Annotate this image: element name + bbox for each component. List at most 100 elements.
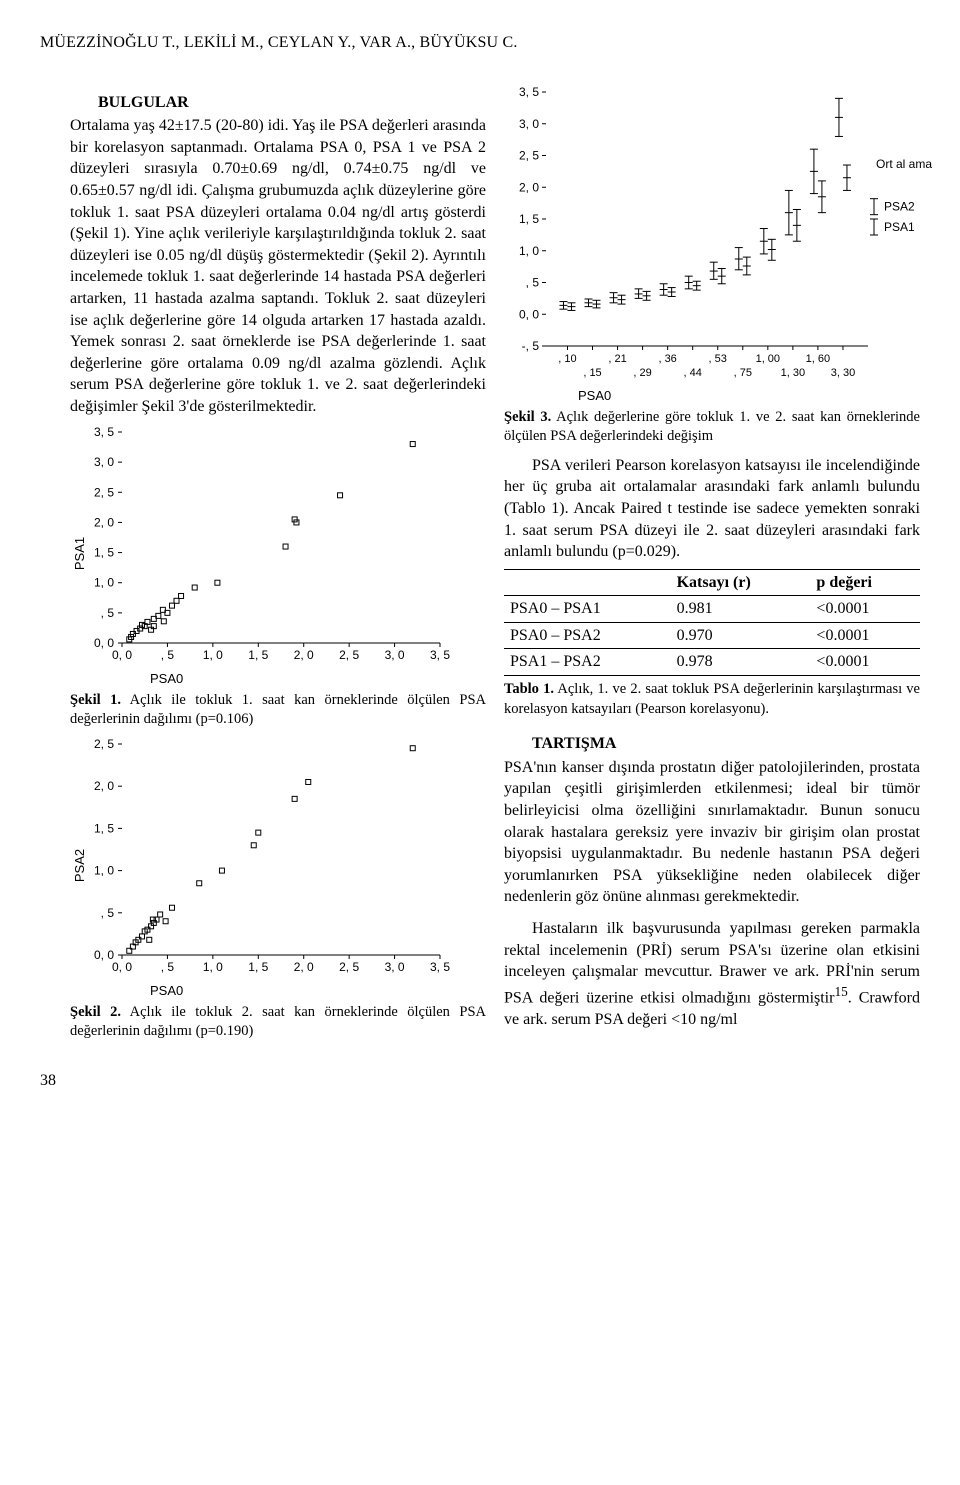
svg-text:PSA0: PSA0: [150, 983, 183, 998]
svg-text:1, 5: 1, 5: [248, 960, 268, 974]
svg-text:2, 0: 2, 0: [94, 515, 114, 529]
svg-text:1, 60: 1, 60: [806, 353, 830, 365]
svg-text:0, 0: 0, 0: [519, 307, 539, 321]
svg-text:, 53: , 53: [709, 353, 727, 365]
svg-text:3, 5: 3, 5: [430, 960, 450, 974]
svg-text:3, 0: 3, 0: [385, 960, 405, 974]
right-paragraph-3: Hastaların ilk başvurusunda yapılması ge…: [504, 918, 920, 1030]
table-1-caption-text: Açlık, 1. ve 2. saat tokluk PSA değerler…: [504, 681, 920, 717]
svg-text:3, 0: 3, 0: [519, 116, 539, 130]
table-cell: PSA0 – PSA2: [504, 622, 671, 649]
svg-text:1, 5: 1, 5: [94, 821, 114, 835]
table-1-caption: Tablo 1. Açlık, 1. ve 2. saat tokluk PSA…: [504, 680, 920, 719]
svg-text:1, 30: 1, 30: [781, 367, 805, 379]
figure-3: -, 5 0, 0 , 5 1, 0 1, 5 2, 0 2, 5 3, 0 3, 5 , 10,…: [504, 86, 920, 406]
svg-text:, 5: , 5: [101, 905, 115, 919]
svg-text:2, 5: 2, 5: [339, 648, 359, 662]
svg-text:3, 30: 3, 30: [831, 367, 855, 379]
figure-1: 0, 0, 51, 01, 52, 02, 53, 03, 50, 0, 51,…: [70, 424, 486, 689]
svg-text:PSA1: PSA1: [72, 536, 87, 569]
figure-3-caption-bold: Şekil 3.: [504, 409, 551, 425]
svg-text:, 36: , 36: [658, 353, 676, 365]
table-row: PSA1 – PSA20.978<0.0001: [504, 649, 920, 676]
svg-text:, 44: , 44: [684, 367, 702, 379]
page-number: 38: [40, 1070, 920, 1092]
correlation-table: Katsayı (r) p değeri PSA0 – PSA10.981<0.…: [504, 569, 920, 676]
right-paragraph-3-sup: 15: [834, 984, 847, 999]
svg-text:2, 0: 2, 0: [294, 648, 314, 662]
table-cell: 0.970: [671, 622, 811, 649]
figure-1-caption-bold: Şekil 1.: [70, 692, 121, 708]
right-paragraph-2: PSA'nın kanser dışında prostatın diğer p…: [504, 757, 920, 908]
table-header-katsayi: Katsayı (r): [671, 569, 811, 596]
section-title-bulgular: BULGULAR: [70, 92, 486, 114]
svg-text:2, 5: 2, 5: [339, 960, 359, 974]
right-paragraph-1: PSA verileri Pearson korelasyon katsayıs…: [504, 455, 920, 563]
figure-3-caption: Şekil 3. Açlık değerlerine göre tokluk 1…: [504, 408, 920, 447]
svg-text:1, 5: 1, 5: [94, 545, 114, 559]
table-cell: PSA0 – PSA1: [504, 596, 671, 623]
svg-text:, 5: , 5: [161, 960, 175, 974]
table-header-row: Katsayı (r) p değeri: [504, 569, 920, 596]
right-column: -, 50, 0, 51, 01, 52, 02, 53, 03, 5, 10,…: [504, 92, 920, 1042]
figure-3-caption-text: Açlık değerlerine göre tokluk 1. ve 2. s…: [504, 409, 920, 445]
svg-text:0, 0: 0, 0: [112, 648, 132, 662]
svg-text:, 5: , 5: [526, 275, 540, 289]
svg-text:2, 5: 2, 5: [519, 148, 539, 162]
svg-text:PSA0: PSA0: [578, 388, 611, 403]
svg-text:3, 5: 3, 5: [94, 425, 114, 439]
table-row: PSA0 – PSA20.970<0.0001: [504, 622, 920, 649]
svg-text:3, 0: 3, 0: [385, 648, 405, 662]
svg-text:, 5: , 5: [161, 648, 175, 662]
table-cell: <0.0001: [810, 596, 920, 623]
figure-2-caption-text: Açlık ile tokluk 2. saat kan örneklerind…: [70, 1004, 486, 1040]
svg-text:, 10: , 10: [558, 353, 576, 365]
svg-text:3, 0: 3, 0: [94, 455, 114, 469]
svg-text:Ort al ama: Ort al ama: [876, 157, 932, 171]
table-cell: 0.981: [671, 596, 811, 623]
svg-text:2, 0: 2, 0: [294, 960, 314, 974]
figure-1-caption-text: Açlık ile tokluk 1. saat kan örneklerind…: [70, 692, 486, 728]
svg-text:1, 0: 1, 0: [203, 648, 223, 662]
svg-text:3, 5: 3, 5: [430, 648, 450, 662]
svg-text:1, 5: 1, 5: [519, 212, 539, 226]
table-cell: 0.978: [671, 649, 811, 676]
svg-text:2, 0: 2, 0: [519, 180, 539, 194]
svg-text:3, 5: 3, 5: [519, 86, 539, 99]
table-row: PSA0 – PSA10.981<0.0001: [504, 596, 920, 623]
table-1-caption-bold: Tablo 1.: [504, 681, 554, 697]
table-cell: <0.0001: [810, 649, 920, 676]
svg-text:PSA1: PSA1: [884, 220, 915, 234]
svg-text:, 5: , 5: [101, 605, 115, 619]
svg-text:0, 0: 0, 0: [112, 960, 132, 974]
svg-text:, 21: , 21: [608, 353, 626, 365]
bulgular-paragraph: Ortalama yaş 42±17.5 (20-80) idi. Yaş il…: [70, 115, 486, 417]
svg-text:1, 00: 1, 00: [756, 353, 780, 365]
svg-text:-, 5: -, 5: [522, 339, 540, 353]
left-column: BULGULAR Ortalama yaş 42±17.5 (20-80) id…: [40, 92, 486, 1042]
table-cell: PSA1 – PSA2: [504, 649, 671, 676]
svg-text:, 15: , 15: [583, 367, 601, 379]
svg-text:, 29: , 29: [633, 367, 651, 379]
svg-text:1, 0: 1, 0: [519, 243, 539, 257]
svg-text:2, 5: 2, 5: [94, 737, 114, 751]
table-cell: <0.0001: [810, 622, 920, 649]
table-header-empty: [504, 569, 671, 596]
svg-text:2, 5: 2, 5: [94, 485, 114, 499]
figure-1-caption: Şekil 1. Açlık ile tokluk 1. saat kan ör…: [70, 691, 486, 730]
header-authors: MÜEZZİNOĞLU T., LEKİLİ M., CEYLAN Y., VA…: [40, 32, 920, 54]
section-title-tartisma: TARTIŞMA: [504, 733, 920, 755]
figure-2-caption: Şekil 2. Açlık ile tokluk 2. saat kan ör…: [70, 1003, 486, 1042]
svg-text:1, 5: 1, 5: [248, 648, 268, 662]
svg-text:, 75: , 75: [734, 367, 752, 379]
svg-text:1, 0: 1, 0: [94, 575, 114, 589]
svg-text:PSA0: PSA0: [150, 671, 183, 686]
svg-text:PSA2: PSA2: [884, 199, 915, 213]
svg-text:1, 0: 1, 0: [203, 960, 223, 974]
table-header-pdegeri: p değeri: [810, 569, 920, 596]
svg-text:1, 0: 1, 0: [94, 863, 114, 877]
svg-text:PSA2: PSA2: [72, 849, 87, 882]
svg-text:2, 0: 2, 0: [94, 779, 114, 793]
figure-2-caption-bold: Şekil 2.: [70, 1004, 121, 1020]
figure-2: 0, 0, 51, 01, 52, 02, 50, 0, 51, 01, 52,…: [70, 736, 486, 1001]
